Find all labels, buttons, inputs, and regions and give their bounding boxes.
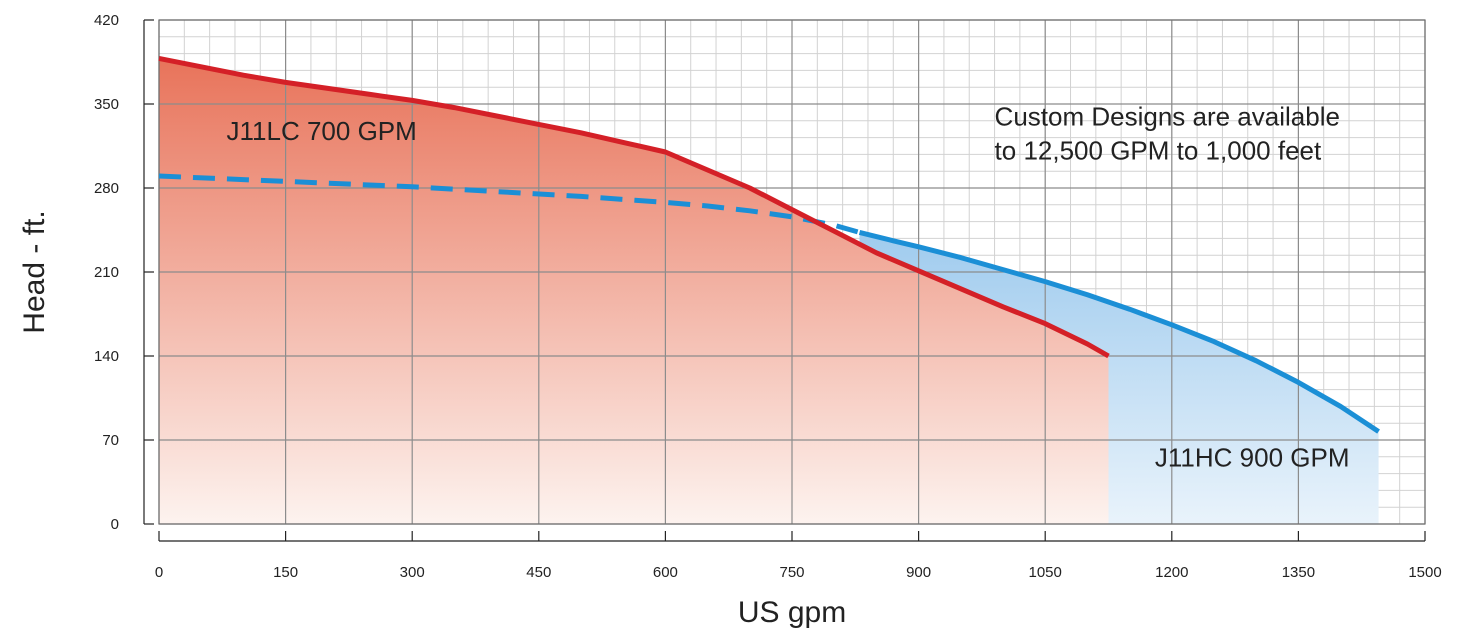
x-tick-label: 1350 <box>1282 564 1315 581</box>
axes <box>143 19 1426 542</box>
series-line-j11hc <box>858 229 1380 434</box>
major-gridlines <box>158 19 1426 525</box>
x-tick-label: 1200 <box>1155 564 1188 581</box>
x-tick-label: 150 <box>273 564 298 581</box>
series-line-dashed <box>158 173 861 235</box>
x-tick-label: 1050 <box>1029 564 1062 581</box>
y-tick-label: 210 <box>94 264 119 281</box>
y-tick-label: 70 <box>102 432 119 449</box>
annotation-line: Custom Designs are available <box>995 102 1340 132</box>
x-tick-label: 300 <box>400 564 425 581</box>
annotation-line: to 12,500 GPM to 1,000 feet <box>995 136 1322 166</box>
annotation-2: J11HC 900 GPM <box>1155 442 1350 472</box>
y-axis-title: Head - ft. <box>18 210 51 333</box>
series-line-j11lc <box>158 55 1110 359</box>
y-tick-label: 0 <box>111 516 119 533</box>
x-tick-label: 0 <box>155 564 163 581</box>
x-tick-label: 600 <box>653 564 678 581</box>
plot-frame <box>158 19 1426 525</box>
y-tick-label: 350 <box>94 96 119 113</box>
x-tick-label: 1500 <box>1408 564 1441 581</box>
annotation-0: J11LC 700 GPM <box>227 116 417 146</box>
area-fills <box>159 58 1379 525</box>
annotation-1: Custom Designs are available to 12,500 GP… <box>995 102 1340 166</box>
annotation-line: J11LC 700 GPM <box>227 116 417 146</box>
x-tick-label: 900 <box>906 564 931 581</box>
annotation-line: J11HC 900 GPM <box>1155 442 1350 472</box>
x-axis-title: US gpm <box>738 596 846 629</box>
x-tick-label: 450 <box>526 564 551 581</box>
tick-labels: 0 70 140 210 280 350 420 0 150 300 450 600 750 900 105… <box>94 12 1442 581</box>
y-tick-label: 280 <box>94 180 119 197</box>
series-lines <box>158 55 1380 434</box>
y-tick-label: 420 <box>94 12 119 29</box>
annotations: J11LC 700 GPM Custom Designs are availabl… <box>227 102 1350 473</box>
area-j11lc <box>159 58 1109 525</box>
y-tick-label: 140 <box>94 348 119 365</box>
x-tick-label: 750 <box>779 564 804 581</box>
